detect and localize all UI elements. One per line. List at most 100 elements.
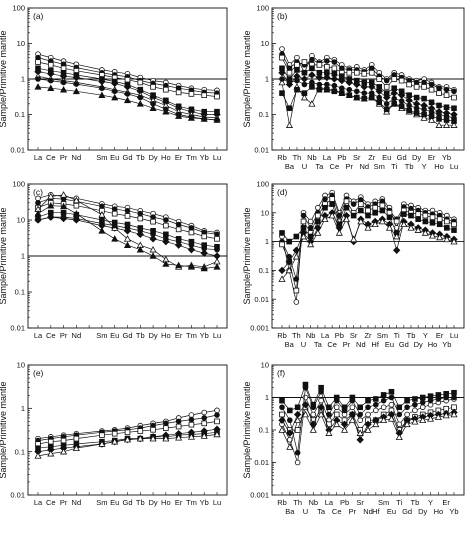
marker-a-s6-p8: [136, 100, 144, 107]
y-tick-label-f-1: 0.01: [254, 458, 269, 467]
marker-b-s6-p19: [421, 111, 427, 118]
marker-e-s2-p9: [150, 426, 156, 433]
marker-f-s3-p6: [326, 404, 332, 411]
marker-b-s7-p6: [324, 81, 330, 88]
x-tick-label-c-0-11: Er: [175, 331, 183, 340]
marker-c-s7-p3: [73, 215, 80, 222]
x-tick-label-f-1-20: Ho: [434, 507, 444, 516]
x-tick-label-e-0-7: Gd: [122, 498, 132, 507]
marker-c-s6-p9: [149, 252, 157, 259]
marker-d-s5-p24: [450, 237, 458, 245]
marker-e-s2-p10: [163, 425, 169, 431]
x-tick-label-a-0-7: Gd: [122, 153, 132, 162]
marker-d-s5-p2: [292, 252, 300, 260]
marker-b-s4-p7: [330, 75, 339, 83]
panel-f: 0.001 0.01 0.1 1 10 Rb Th Nb La Pb Sr Sm Ti Tb Y Er Ba U T…: [242, 361, 465, 516]
marker-c-s5-p2: [60, 191, 68, 198]
marker-a-s2-p11: [175, 89, 182, 96]
marker-b-s4-p13: [375, 87, 383, 95]
x-tick-label-f-0-21: Er: [442, 498, 450, 507]
x-tick-label-b-1-3: U: [302, 162, 307, 171]
y-tick-label-b-4: 100: [256, 4, 269, 13]
marker-b-s4-p11: [360, 83, 368, 91]
x-tick-label-c-0-0: La: [34, 331, 43, 340]
marker-e-s1-p11: [175, 418, 182, 425]
marker-f-s1-p10: [357, 411, 363, 418]
marker-b-s5-p4: [308, 100, 316, 107]
marker-c-s7-p9: [150, 231, 156, 238]
x-tick-label-b-1-1: Ba: [285, 162, 295, 171]
marker-e-s0-p14: [214, 407, 220, 414]
marker-b-s4-p6: [323, 73, 331, 82]
marker-f-s4-p3: [301, 401, 310, 409]
marker-b-s7-p22: [443, 113, 450, 119]
marker-e-s2-p1: [47, 438, 54, 445]
marker-a-s7-p11: [175, 111, 182, 118]
marker-b-s3-p4: [309, 65, 315, 72]
marker-f-s3-p18: [419, 394, 426, 401]
panel-label-e: (e): [33, 368, 44, 378]
marker-f-s5-p12: [372, 420, 380, 428]
y-tick-label-d-2: 0.1: [259, 266, 269, 275]
marker-b-s7-p15: [391, 95, 397, 102]
marker-b-s6-p18: [413, 110, 420, 116]
marker-b-s7-p12: [368, 90, 375, 96]
marker-b-s7-p3: [301, 81, 308, 88]
marker-b-s2-p15: [391, 76, 397, 82]
marker-c-s7-p2: [60, 214, 67, 220]
marker-b-s5-p21: [435, 121, 443, 128]
marker-d-s3-p19: [415, 216, 421, 222]
marker-d-s5-p18: [407, 224, 415, 231]
marker-b-s6-p10: [353, 94, 360, 101]
x-tick-label-e-0-13: Yb: [200, 498, 209, 507]
x-tick-label-b-0-10: Sr: [353, 153, 361, 162]
marker-f-s5-p13: [380, 416, 388, 424]
marker-d-s4-p0: [278, 266, 286, 275]
x-tick-label-d-1-11: Nd: [356, 340, 366, 349]
marker-d-s2-p9: [343, 198, 350, 205]
marker-c-s6-p12: [187, 263, 195, 270]
marker-b-s2-p6: [324, 64, 330, 70]
x-tick-label-b-0-8: Pb: [337, 153, 346, 162]
y-axis-label-a: Sample/Primitive mantle: [0, 30, 8, 127]
marker-f-s1-p2: [294, 449, 301, 456]
marker-d-s5-p17: [400, 220, 408, 228]
panel-c: 0.01 0.1 1 10 100 La Ce Pr Nd Sm Eu Gd Tb Dy Ho Er Tm Yb L…: [0, 180, 228, 340]
x-tick-label-a-0-5: Sm: [96, 153, 107, 162]
marker-f-s1-p1: [287, 417, 293, 424]
marker-d-s5-p23: [443, 235, 451, 243]
marker-d-s5-p21: [428, 232, 437, 239]
x-tick-label-e-0-8: Tb: [136, 498, 145, 507]
marker-a-s2-p14: [214, 93, 220, 100]
marker-a-s7-p5: [99, 85, 105, 92]
marker-d-s5-p8: [335, 229, 343, 236]
marker-c-s2-p14: [214, 236, 220, 242]
marker-f-s0-p4: [310, 411, 317, 418]
marker-c-s7-p6: [111, 222, 118, 229]
marker-f-s2-p2: [294, 427, 301, 433]
marker-e-s2-p11: [175, 423, 182, 430]
marker-b-s3-p19: [421, 95, 427, 102]
x-tick-label-a-0-3: Nd: [72, 153, 82, 162]
x-tick-label-c-0-14: Lu: [213, 331, 221, 340]
marker-d-s1-p10: [350, 201, 357, 207]
marker-b-s7-p2: [294, 77, 300, 84]
marker-b-s5-p22: [442, 121, 451, 128]
marker-c-s2-p10: [163, 222, 169, 229]
marker-d-s3-p9: [343, 204, 350, 211]
marker-b-s1-p21: [436, 85, 442, 92]
x-tick-label-f-0-13: Sm: [378, 498, 389, 507]
x-tick-label-b-1-23: Lu: [450, 162, 458, 171]
marker-b-s6-p8: [339, 90, 345, 96]
x-tick-label-e-0-10: Ho: [161, 498, 171, 507]
x-tick-label-d-1-9: Pr: [343, 340, 351, 349]
marker-d-s0-p2: [293, 299, 300, 305]
marker-c-s6-p2: [60, 202, 68, 210]
marker-f-s3-p5: [318, 384, 324, 391]
marker-e-s5-p1: [47, 449, 55, 457]
marker-b-s6-p3: [301, 90, 308, 96]
marker-f-s3-p22: [451, 389, 457, 396]
marker-b-s7-p9: [346, 86, 353, 93]
marker-f-s4-p0: [278, 416, 286, 424]
marker-d-s2-p21: [429, 214, 436, 221]
